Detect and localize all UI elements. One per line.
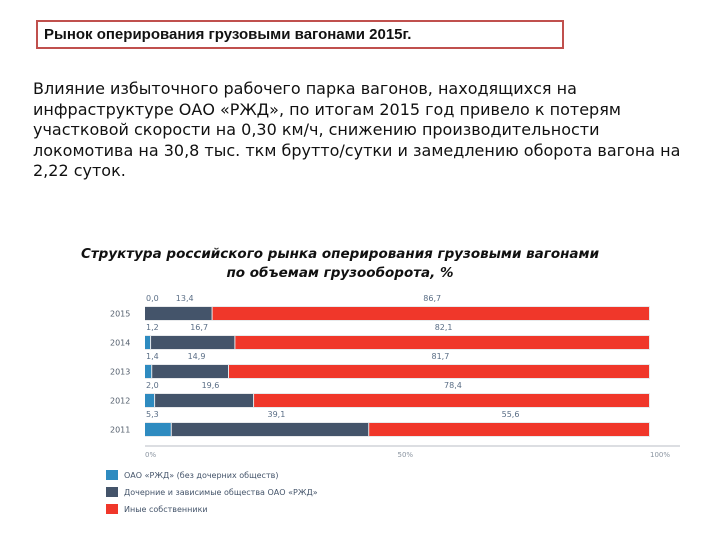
bar-segment xyxy=(145,394,155,407)
legend-swatch xyxy=(106,487,118,497)
data-label: 13,4 xyxy=(176,294,194,303)
data-label: 2,0 xyxy=(146,381,159,390)
bar-segment xyxy=(369,423,649,436)
bar-segment xyxy=(145,307,212,320)
x-tick-label: 100% xyxy=(650,451,670,459)
category-label: 2013 xyxy=(110,368,130,377)
data-label: 16,7 xyxy=(190,323,208,332)
data-label: 1,2 xyxy=(146,323,159,332)
data-label: 0,0 xyxy=(146,294,159,303)
category-label: 2014 xyxy=(110,339,130,348)
slide-title: Рынок оперирования грузовыми вагонами 20… xyxy=(36,20,564,49)
stacked-bar-chart: 2015 0,0 13,4 86,7 2014 1,2 16,7 82,1 2013 1,4 14,… xyxy=(106,294,680,514)
bar-segment xyxy=(235,336,649,349)
bar-segment xyxy=(152,365,228,378)
category-label: 2012 xyxy=(110,397,130,406)
bar-segment xyxy=(151,336,235,349)
data-label: 5,3 xyxy=(146,410,159,419)
category-label: 2011 xyxy=(110,426,130,435)
bar-segment xyxy=(145,423,171,436)
bar-segment xyxy=(155,394,254,407)
bar-segment xyxy=(228,365,649,378)
body-paragraph: Влияние избыточного рабочего парка вагон… xyxy=(33,79,621,139)
chart-heading: Структура российского рынка оперирования… xyxy=(20,245,660,283)
bar-segment xyxy=(145,336,151,349)
bar-segment xyxy=(145,365,152,378)
data-label: 55,6 xyxy=(502,410,520,419)
legend-swatch xyxy=(106,470,118,480)
chart-heading-line: Структура российского рынка оперирования… xyxy=(80,246,600,262)
slide-title-text: Рынок оперирования грузовыми вагонами 20… xyxy=(44,26,412,43)
data-label: 19,6 xyxy=(202,381,220,390)
data-label: 82,1 xyxy=(435,323,453,332)
data-label: 39,1 xyxy=(267,410,285,419)
legend-swatch xyxy=(106,504,118,514)
data-label: 78,4 xyxy=(444,381,462,390)
bar-segment xyxy=(212,307,649,320)
bar-segment xyxy=(171,423,369,436)
data-label: 81,7 xyxy=(431,352,449,361)
x-tick-label: 0% xyxy=(145,451,156,459)
body-paragraph: локомотива на 30,8 тыс. ткм брутто/сутки… xyxy=(33,140,681,181)
category-label: 2015 xyxy=(110,310,130,319)
x-tick-label: 50% xyxy=(398,451,414,459)
body-text: Влияние избыточного рабочего парка вагон… xyxy=(33,79,693,182)
legend-label: Дочерние и зависимые общества ОАО «РЖД» xyxy=(124,488,318,497)
data-label: 1,4 xyxy=(146,352,159,361)
legend-label: ОАО «РЖД» (без дочерних обществ) xyxy=(124,471,278,480)
data-label: 14,9 xyxy=(188,352,206,361)
legend-label: Иные собственники xyxy=(124,505,208,514)
chart-heading-line: по объемам грузооборота, % xyxy=(226,265,454,281)
data-label: 86,7 xyxy=(423,294,441,303)
bar-segment xyxy=(254,394,649,407)
